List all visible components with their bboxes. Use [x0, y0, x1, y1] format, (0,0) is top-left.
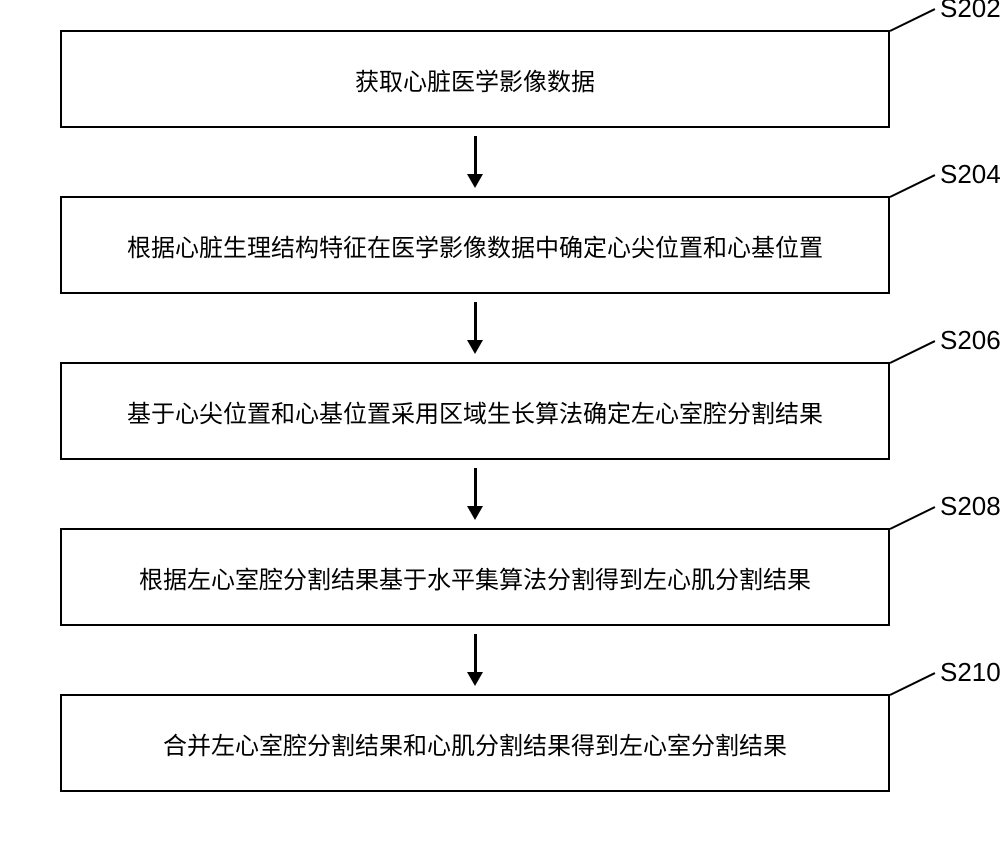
step-label-s208: S208	[940, 491, 1000, 522]
step-text: 根据左心室腔分割结果基于水平集算法分割得到左心肌分割结果	[139, 560, 811, 595]
step-box-s202: 获取心脏医学影像数据	[60, 30, 890, 128]
step-text: 根据心脏生理结构特征在医学影像数据中确定心尖位置和心基位置	[127, 228, 823, 263]
step-label-s202: S202	[940, 0, 1000, 24]
arrow-line	[474, 468, 477, 506]
step-text: 获取心脏医学影像数据	[355, 62, 595, 97]
step-label-s210: S210	[940, 657, 1000, 688]
arrow-head-icon	[467, 672, 483, 686]
arrow-line	[474, 302, 477, 340]
step-box-s206: 基于心尖位置和心基位置采用区域生长算法确定左心室腔分割结果	[60, 362, 890, 460]
callout-line	[890, 506, 936, 530]
flowchart-canvas: 获取心脏医学影像数据 S202 根据心脏生理结构特征在医学影像数据中确定心尖位置和心…	[0, 0, 1000, 855]
arrow-line	[474, 634, 477, 672]
arrow-head-icon	[467, 340, 483, 354]
callout-line	[890, 672, 936, 696]
arrow-line	[474, 136, 477, 174]
callout-line	[890, 8, 936, 32]
step-label-s204: S204	[940, 159, 1000, 190]
callout-line	[890, 340, 936, 364]
arrow-head-icon	[467, 506, 483, 520]
step-label-s206: S206	[940, 325, 1000, 356]
step-text: 合并左心室腔分割结果和心肌分割结果得到左心室分割结果	[163, 726, 787, 761]
step-box-s204: 根据心脏生理结构特征在医学影像数据中确定心尖位置和心基位置	[60, 196, 890, 294]
callout-line	[890, 174, 936, 198]
step-text: 基于心尖位置和心基位置采用区域生长算法确定左心室腔分割结果	[127, 394, 823, 429]
step-box-s210: 合并左心室腔分割结果和心肌分割结果得到左心室分割结果	[60, 694, 890, 792]
step-box-s208: 根据左心室腔分割结果基于水平集算法分割得到左心肌分割结果	[60, 528, 890, 626]
arrow-head-icon	[467, 174, 483, 188]
